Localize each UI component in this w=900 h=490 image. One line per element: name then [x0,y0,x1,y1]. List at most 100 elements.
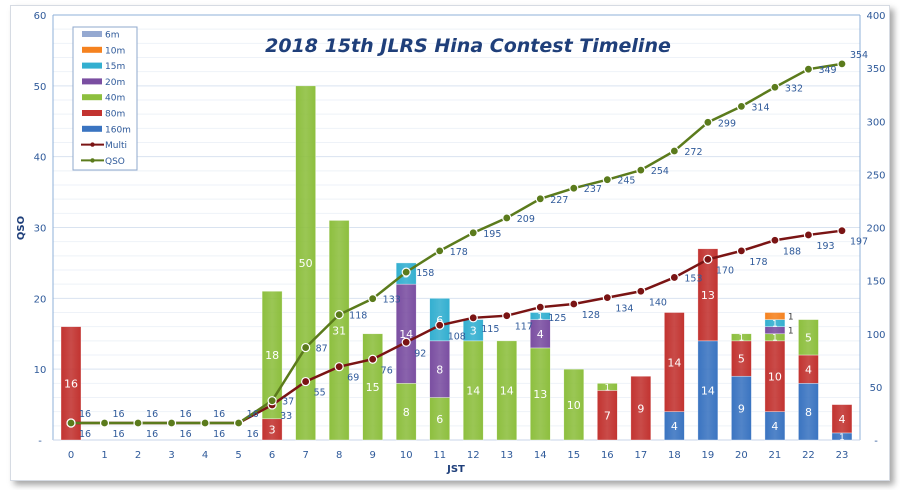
point-QSO [770,82,780,92]
line-data-label: 87 [316,344,328,355]
line-data-label: 209 [517,214,535,225]
bar-data-label: 5 [738,353,745,366]
bar-data-label: 31 [332,324,346,337]
point-Multi [770,235,780,245]
legend-swatch-40m [82,94,102,101]
y-tick-label: 10 [34,365,47,376]
bar-data-label: 6 [436,413,443,426]
legend-label: 6m [105,31,120,41]
bar-labels: 1631850311581436861431413411071941414139… [64,257,845,443]
line-data-label: 16 [146,409,158,420]
legend-label: Multi [105,141,127,151]
legend-label: 20m [105,78,125,88]
line-data-label: 16 [146,429,158,440]
bar-40m-15 [563,368,585,441]
x-tick-label: 13 [500,450,513,461]
bar-40m-20 [731,333,752,342]
legend-swatch-6m [82,31,102,37]
point-Multi [435,320,445,330]
line-data-label: 33 [280,411,292,422]
point-QSO [736,101,747,111]
point-Multi [301,376,311,387]
point-Multi [703,254,713,264]
bar-data-label: 14 [399,328,413,341]
x-tick-label: 18 [668,450,681,461]
bar-data-label: 10 [567,399,581,412]
x-tick-label: 4 [202,450,208,461]
bar-data-label: 3 [470,324,477,337]
bar-data-label: 14 [466,385,480,398]
legend-label: 80m [105,110,125,120]
line-data-label: 16 [180,429,192,440]
bar-data-label: 9 [738,402,745,415]
y2-tick-label: 250 [866,170,885,181]
y-tick-label: 40 [34,153,47,164]
y2-tick-label: 400 [866,11,885,22]
line-data-label: 16 [247,409,259,420]
bar-40m-6 [261,290,283,420]
bar-data-label: 4 [537,328,544,341]
legend-label: 160m [105,125,131,135]
line-data-label: 197 [850,237,868,248]
point-Multi [837,226,847,236]
point-QSO [468,228,478,238]
line-data-label: 188 [783,246,801,257]
line-data-label: 37 [282,397,294,408]
legend-label: 15m [105,62,125,72]
point-Multi [368,354,378,364]
point-QSO [569,183,579,193]
line-data-label: 193 [816,241,834,252]
line-data-label: 125 [548,313,566,324]
bar-data-label: 18 [265,349,279,362]
bar-data-label: 10 [768,370,782,383]
y-tick-label: 20 [34,294,47,305]
x-tick-label: 12 [467,450,480,461]
line-data-label: 55 [314,388,326,399]
legend-swatch-80m [82,110,102,116]
bar-data-label: 6 [436,314,443,327]
bar-data-label: 9 [637,402,644,415]
bar-data-label: 1 [772,320,778,330]
point-QSO [133,418,143,428]
bar-10m-21 [764,312,786,320]
x-tick-label: 15 [567,450,580,461]
point-Multi [535,302,545,312]
point-QSO [502,213,512,223]
legend-label: 10m [105,46,125,56]
line-data-label: 272 [684,147,702,158]
line-QSO [71,62,843,425]
bar-data-label: 1 [604,383,610,393]
point-Multi [334,362,344,372]
legend-swatch-10m [82,46,102,53]
point-QSO [401,267,411,277]
line-data-label: 16 [113,429,125,440]
line-data-label: 134 [615,304,633,315]
line-data-label: 69 [347,373,359,384]
point-Multi [803,230,814,240]
legend-marker-Multi [90,142,95,147]
bar-data-label: 1 [772,334,778,344]
point-Multi [736,246,747,256]
point-Multi [602,293,612,303]
point-QSO [368,294,378,304]
point-QSO [301,342,311,353]
legend-marker-QSO [90,158,95,163]
legend: 6m 10m 15m 20m 40m 80m 160m Multi QSO [72,26,138,171]
x-tick-label: 16 [601,450,614,461]
bar-data-label: 1 [788,312,794,322]
bar-40m-7 [295,85,316,441]
line-data-label: 118 [349,311,367,322]
point-QSO [66,418,76,428]
legend-label: QSO [105,157,125,167]
x-tick-label: 17 [634,450,647,461]
line-data-label: 16 [213,409,225,420]
y-tick-label: 60 [34,11,47,22]
bar-data-label: 5 [805,331,812,344]
line-data-label: 195 [483,229,501,240]
line-data-label: 299 [718,118,736,129]
bar-data-label: 1 [537,312,543,322]
line-data-label: 92 [414,348,426,359]
bar-data-label: 16 [64,378,78,391]
x-tick-label: 20 [735,450,748,461]
y2-tick-label: 200 [866,224,885,235]
